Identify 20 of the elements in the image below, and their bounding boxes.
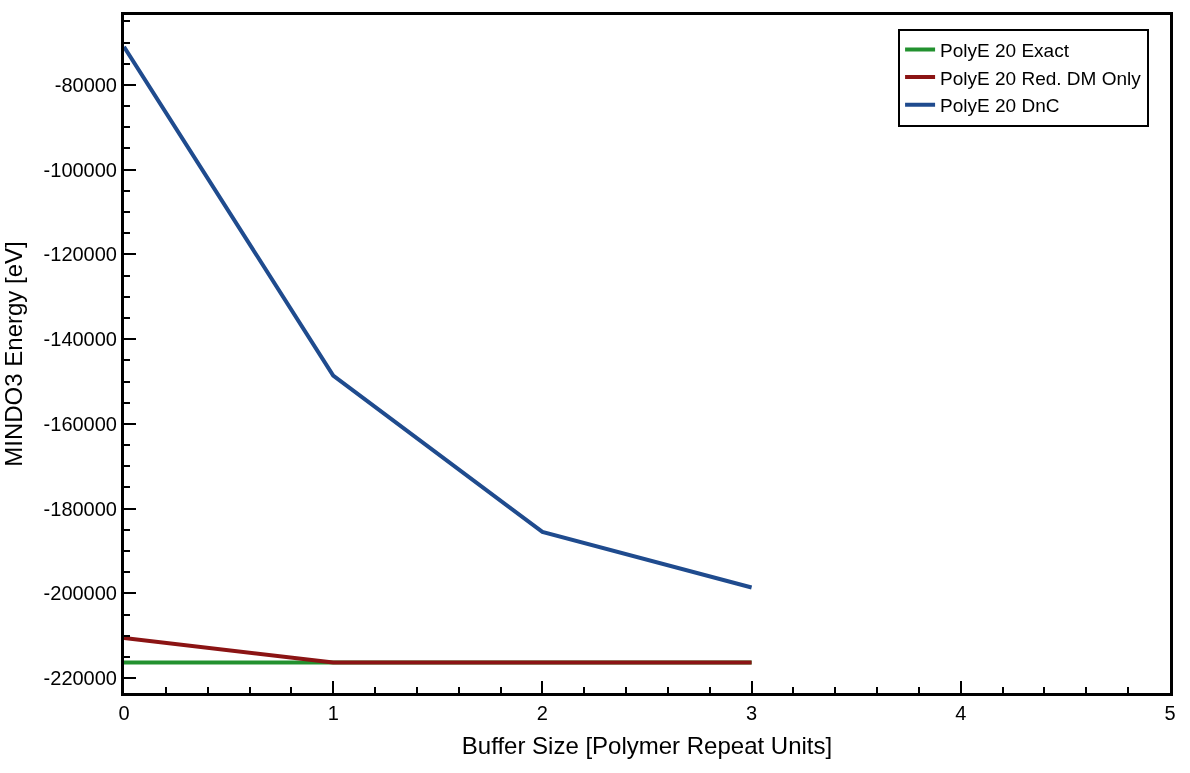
x-tick-label: 5 <box>1164 702 1176 724</box>
y-tick-label: -100000 <box>43 158 117 181</box>
y-tick-label: -120000 <box>43 243 117 266</box>
line-series <box>124 44 754 590</box>
x-axis-title: Buffer Size [Polymer Repeat Units] <box>461 732 833 760</box>
y-tick-label: -140000 <box>43 328 117 351</box>
x-tick-label: 2 <box>536 702 548 724</box>
y-axis-title: MINDO3 Energy [eV] <box>0 241 27 467</box>
legend-label: PolyE 20 Red. DM Only <box>940 67 1142 89</box>
x-tick-label: 0 <box>118 702 130 724</box>
x-tick-label: 1 <box>327 702 339 724</box>
y-tick-label: -200000 <box>43 582 117 605</box>
y-tick-label: -160000 <box>43 412 117 435</box>
y-tick-label: -180000 <box>43 497 117 520</box>
legend-label: PolyE 20 Exact <box>940 39 1070 61</box>
y-tick-label: -80000 <box>54 73 117 96</box>
y-tick-label: -220000 <box>43 667 117 690</box>
x-tick-label: 4 <box>955 702 967 724</box>
x-tick-label: 3 <box>746 702 758 724</box>
legend-label: PolyE 20 DnC <box>940 95 1060 117</box>
